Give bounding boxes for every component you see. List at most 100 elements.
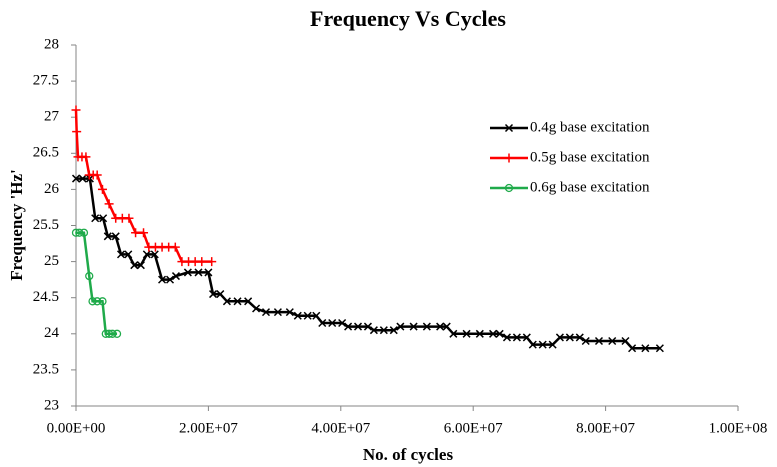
marker xyxy=(555,333,564,342)
series-line xyxy=(76,231,118,336)
y-tick-label: 28 xyxy=(44,36,59,52)
marker xyxy=(222,297,231,306)
marker xyxy=(303,311,312,320)
marker xyxy=(71,228,81,237)
marker xyxy=(655,344,664,353)
marker xyxy=(71,174,81,183)
marker xyxy=(252,304,261,313)
marker xyxy=(233,297,242,306)
marker xyxy=(502,333,511,342)
marker xyxy=(75,228,84,237)
y-tick-label: 24 xyxy=(44,325,60,341)
marker xyxy=(442,322,451,331)
marker xyxy=(72,127,82,137)
marker xyxy=(116,250,126,259)
marker xyxy=(92,170,102,180)
marker xyxy=(328,318,337,328)
marker xyxy=(204,268,213,277)
y-tick-label: 24.5 xyxy=(33,289,59,305)
y-axis-title: Frequency 'Hz' xyxy=(7,169,26,281)
marker xyxy=(103,232,112,241)
x-tick-label: 1.00E+08 xyxy=(709,420,768,436)
marker xyxy=(78,174,87,183)
marker xyxy=(130,261,139,270)
legend-label: 0.5g base excitation xyxy=(530,149,650,165)
marker xyxy=(171,272,180,281)
marker xyxy=(489,329,498,338)
series-line xyxy=(76,177,660,350)
marker xyxy=(538,340,547,349)
marker xyxy=(504,123,514,133)
marker xyxy=(88,297,97,306)
marker xyxy=(409,322,418,331)
x-tick-label: 0.00E+00 xyxy=(47,420,106,436)
marker xyxy=(165,275,175,284)
marker xyxy=(285,308,294,317)
marker xyxy=(422,322,431,331)
marker xyxy=(293,311,302,320)
legend-item: 0.4g base excitation xyxy=(490,119,650,135)
y-tick-label: 27.5 xyxy=(33,73,59,89)
legend-item: 0.5g base excitation xyxy=(490,149,650,165)
marker xyxy=(108,329,117,338)
marker xyxy=(363,322,372,331)
marker xyxy=(504,183,514,193)
marker xyxy=(495,329,504,338)
marker xyxy=(379,326,388,335)
marker xyxy=(183,268,192,277)
marker xyxy=(112,329,122,338)
y-tick-label: 25 xyxy=(44,253,59,269)
series-line xyxy=(74,109,212,263)
marker xyxy=(594,336,604,346)
marker xyxy=(97,184,107,194)
marker xyxy=(85,271,94,281)
x-axis-title: No. of cycles xyxy=(363,445,454,464)
marker xyxy=(312,311,321,320)
marker xyxy=(512,333,521,342)
marker xyxy=(273,308,282,317)
marker xyxy=(79,228,89,237)
marker xyxy=(104,329,114,338)
marker xyxy=(207,257,217,267)
marker xyxy=(124,250,133,259)
marker xyxy=(139,228,149,238)
marker xyxy=(608,336,617,346)
marker xyxy=(98,297,107,306)
marker xyxy=(581,336,590,346)
marker xyxy=(124,213,134,223)
marker xyxy=(369,326,378,335)
y-tick-label: 23.5 xyxy=(33,361,59,377)
marker xyxy=(158,275,167,284)
marker xyxy=(216,290,225,299)
marker xyxy=(628,344,637,353)
legend-item: 0.6g base excitation xyxy=(490,179,650,195)
marker xyxy=(621,336,630,346)
marker xyxy=(575,333,584,342)
marker xyxy=(170,242,180,252)
marker xyxy=(91,214,100,223)
marker xyxy=(93,297,102,306)
marker xyxy=(548,340,557,349)
legend-label: 0.4g base excitation xyxy=(530,119,650,135)
y-tick-label: 26.5 xyxy=(33,145,59,161)
y-tick-label: 26 xyxy=(44,181,60,197)
y-tick-label: 25.5 xyxy=(33,217,59,233)
marker xyxy=(565,333,574,342)
marker xyxy=(475,329,484,338)
marker xyxy=(353,322,363,331)
marker xyxy=(131,228,141,238)
marker xyxy=(261,308,271,317)
marker xyxy=(99,214,108,223)
marker xyxy=(209,290,218,299)
marker xyxy=(462,329,471,338)
marker xyxy=(197,257,207,267)
marker xyxy=(436,322,445,331)
marker xyxy=(504,153,514,163)
x-tick-label: 2.00E+07 xyxy=(179,420,238,436)
marker xyxy=(244,297,253,306)
marker xyxy=(449,329,458,338)
y-tick-label: 23 xyxy=(44,397,59,413)
marker xyxy=(389,326,398,335)
marker xyxy=(338,318,347,328)
